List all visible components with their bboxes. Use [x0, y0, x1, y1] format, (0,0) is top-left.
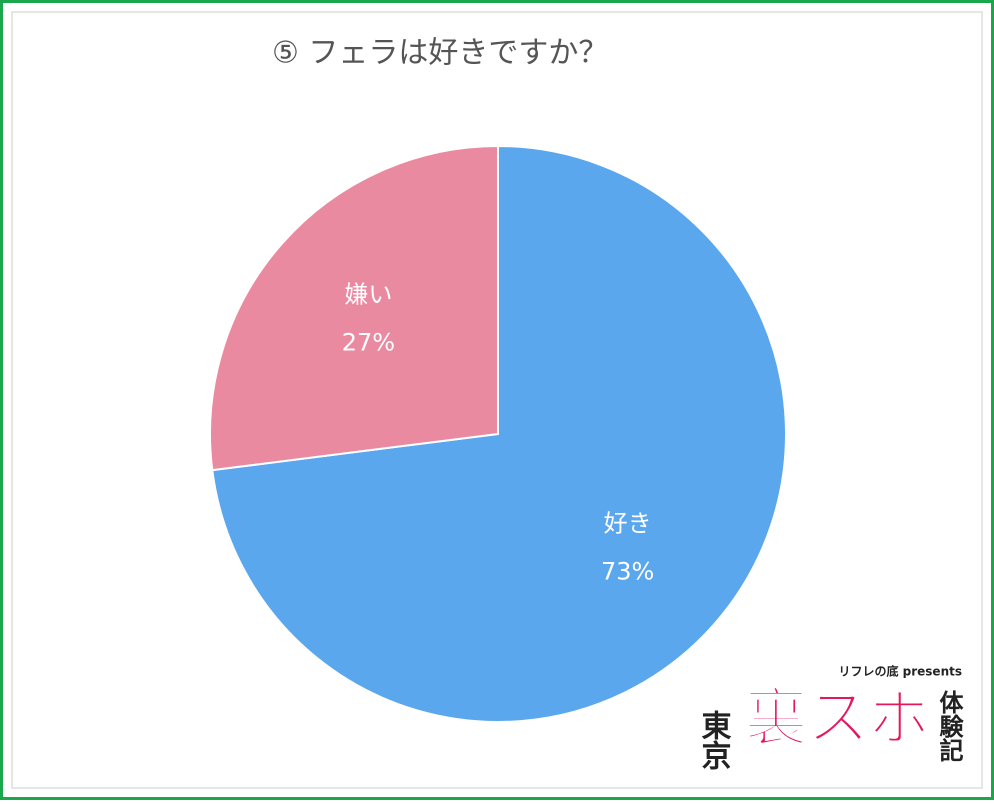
chart-title: ⑤ フェラは好きですか？	[272, 36, 608, 71]
slice-label: 好き	[604, 509, 652, 537]
logo-left: 東京	[696, 710, 732, 770]
pie: 好き 73% 嫌い 27%	[209, 144, 787, 723]
logo-main: 裏スポ	[745, 681, 931, 754]
logo-tagline: リフレの底 presents	[838, 664, 962, 679]
pie-slice	[211, 144, 787, 723]
value-label: 73%	[601, 557, 654, 585]
logo-right: 体験記	[935, 690, 963, 762]
slice-label: 嫌い	[344, 281, 392, 309]
pie-slice	[209, 144, 499, 472]
value-label: 27%	[342, 329, 395, 357]
logo: リフレの底 presents 東京 裏スポ 体験記	[696, 664, 964, 771]
